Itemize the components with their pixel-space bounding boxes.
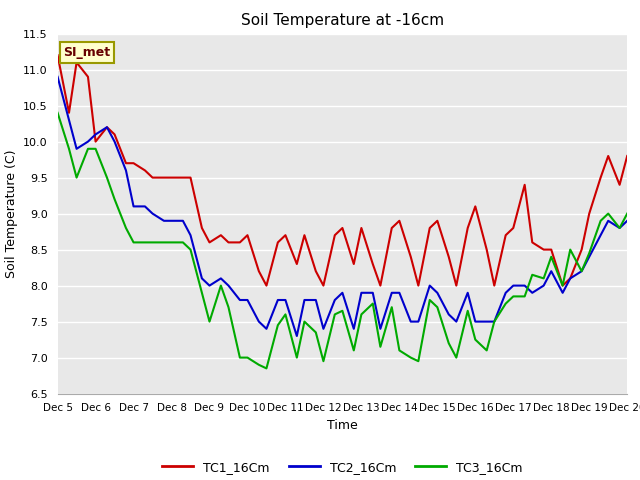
Legend: TC1_16Cm, TC2_16Cm, TC3_16Cm: TC1_16Cm, TC2_16Cm, TC3_16Cm xyxy=(157,456,528,479)
Title: Soil Temperature at -16cm: Soil Temperature at -16cm xyxy=(241,13,444,28)
X-axis label: Time: Time xyxy=(327,419,358,432)
Text: SI_met: SI_met xyxy=(63,46,111,59)
Y-axis label: Soil Temperature (C): Soil Temperature (C) xyxy=(4,149,18,278)
